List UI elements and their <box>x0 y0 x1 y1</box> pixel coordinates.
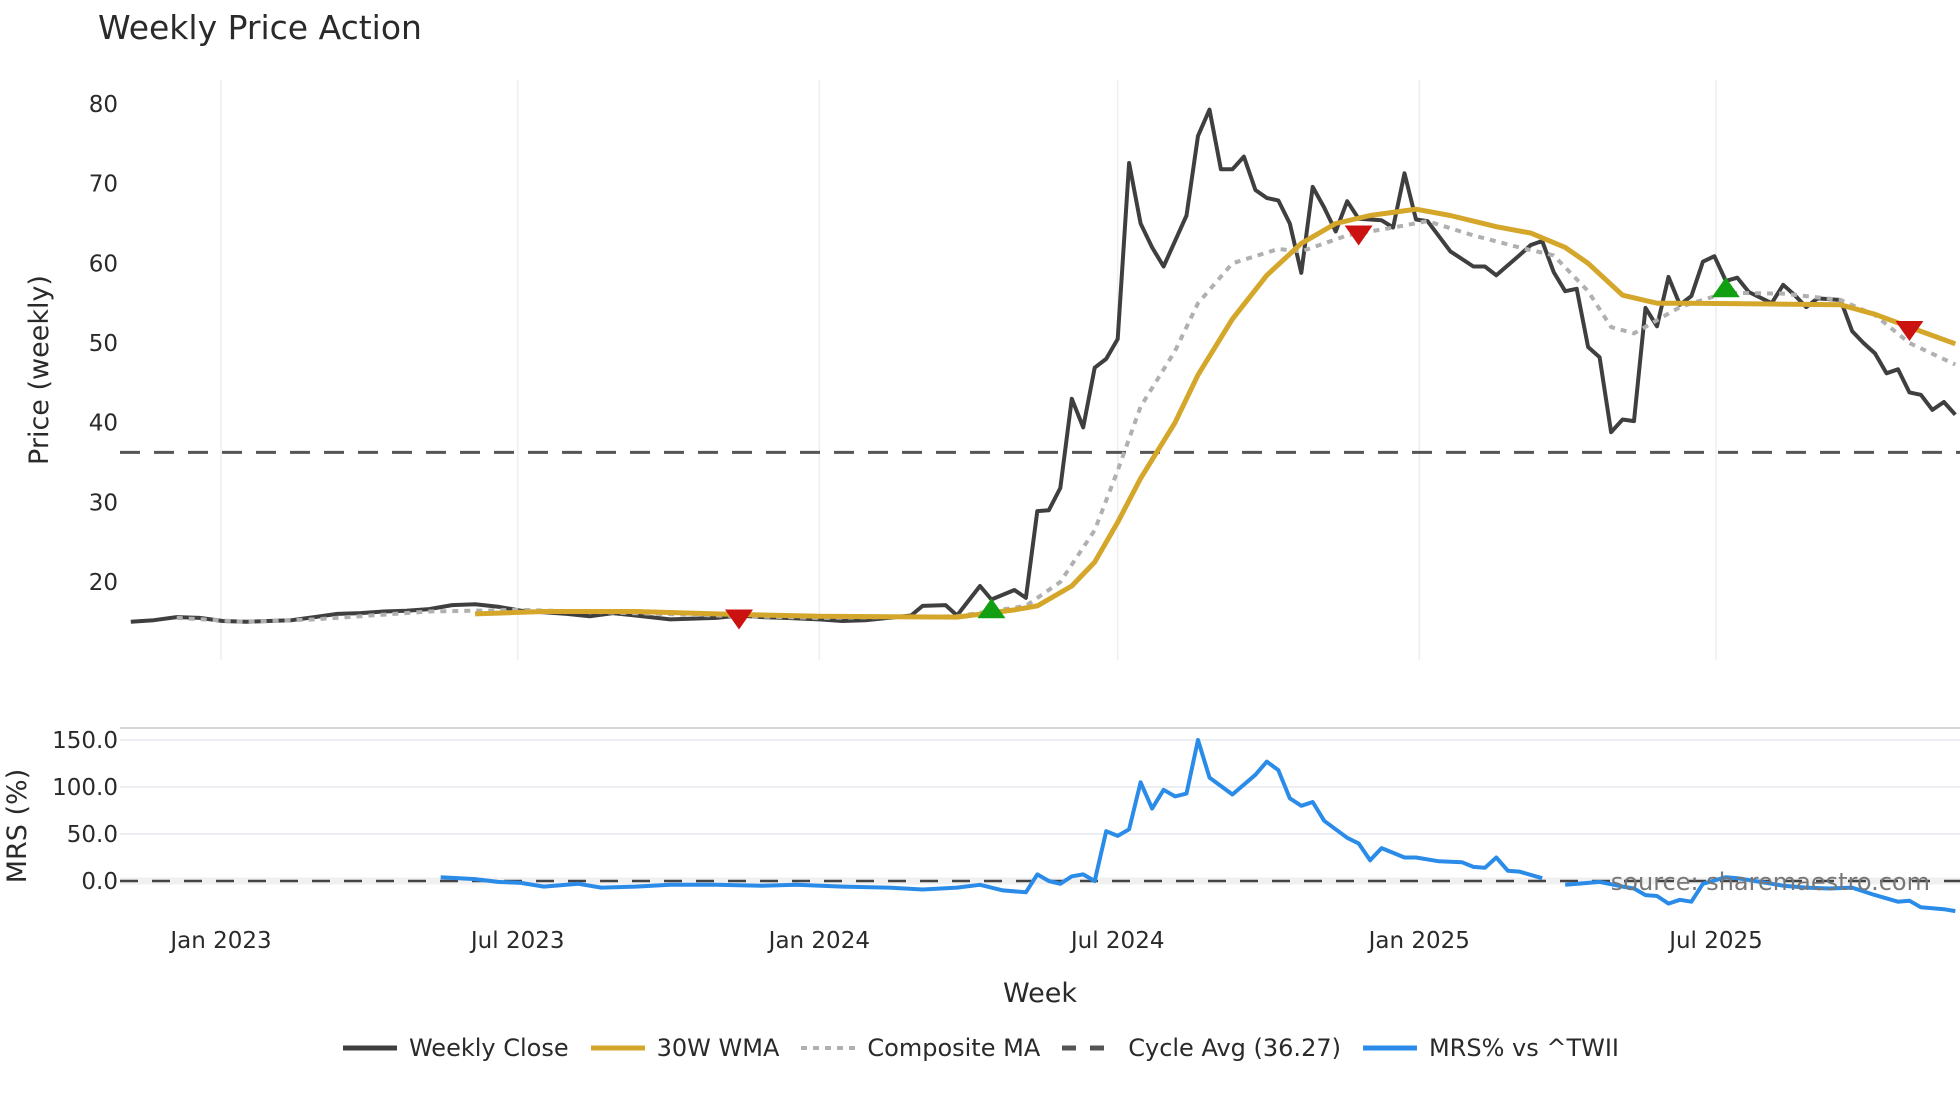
weekly-close-line <box>130 107 1957 624</box>
mrs-y-tick-label: 100.0 <box>52 775 118 801</box>
mrs-y-tick-label: 0.0 <box>81 869 118 895</box>
price-y-tick-label: 80 <box>89 92 118 118</box>
legend-swatch-icon <box>342 1045 397 1051</box>
mrs-y-tick-label: 150.0 <box>52 728 118 754</box>
legend-swatch-icon <box>1362 1045 1417 1051</box>
price-y-axis-label: Price (weekly) <box>24 275 55 465</box>
mrs-series-layer <box>120 738 1960 914</box>
price-y-tick-label: 40 <box>89 411 118 437</box>
legend-item-mrs[interactable]: MRS% vs ^TWII <box>1361 1034 1619 1062</box>
price-y-axis: 20 30 40 50 60 70 80 <box>89 92 118 596</box>
legend-swatch-icon <box>590 1045 645 1051</box>
legend-swatch-icon <box>801 1046 856 1050</box>
buy-signal-marker <box>1711 277 1740 298</box>
source-watermark: source: sharemaestro.com <box>1611 868 1930 896</box>
sell-signal-marker <box>1344 225 1373 246</box>
x-axis: Jan 2023 Jul 2023 Jan 2024 Jul 2024 Jan 2025… <box>168 928 1762 954</box>
x-tick-label: Jan 2025 <box>1367 928 1470 954</box>
mrs-y-axis: 0.0 50.0 100.0 150.0 <box>52 728 118 895</box>
mrs-line <box>440 738 1543 895</box>
buy-signal-marker <box>977 598 1006 619</box>
x-tick-label: Jan 2023 <box>168 928 271 954</box>
grid-lines <box>120 80 1960 885</box>
legend-label: MRS% vs ^TWII <box>1428 1034 1620 1062</box>
chart-title: Weekly Price Action <box>98 8 422 47</box>
price-y-tick-label: 50 <box>89 331 118 357</box>
mrs-line <box>1565 875 1956 914</box>
composite-ma-line <box>176 219 1957 624</box>
legend-label: 30W WMA <box>656 1034 780 1062</box>
price-y-tick-label: 60 <box>89 251 118 277</box>
legend-item-cycle-avg[interactable]: Cycle Avg (36.27) <box>1060 1034 1341 1062</box>
legend-item-composite-ma[interactable]: Composite MA <box>799 1034 1040 1062</box>
legend-label: Composite MA <box>867 1034 1041 1062</box>
price-y-tick-label: 70 <box>89 172 118 198</box>
legend-label: Weekly Close <box>408 1034 569 1062</box>
sell-signal-marker <box>1895 321 1924 342</box>
mrs-y-axis-label: MRS (%) <box>2 769 33 884</box>
price-y-tick-label: 30 <box>89 490 118 516</box>
wma-30w-line <box>475 206 1957 620</box>
legend-swatch-icon <box>1062 1045 1117 1051</box>
legend-item-weekly-close[interactable]: Weekly Close <box>341 1034 569 1062</box>
mrs-y-tick-label: 50.0 <box>67 822 118 848</box>
x-tick-label: Jan 2024 <box>767 928 870 954</box>
x-tick-label: Jul 2023 <box>469 928 565 954</box>
signal-markers <box>725 225 1924 630</box>
legend-item-wma[interactable]: 30W WMA <box>589 1034 780 1062</box>
x-axis-label: Week <box>1003 978 1077 1009</box>
x-tick-label: Jul 2024 <box>1069 928 1165 954</box>
x-tick-label: Jul 2025 <box>1667 928 1763 954</box>
price-y-tick-label: 20 <box>89 570 118 596</box>
legend-label: Cycle Avg (36.27) <box>1128 1034 1341 1062</box>
price-series-layer <box>120 107 1960 624</box>
chart-legend: Weekly Close 30W WMA Composite MA Cycle Avg… <box>0 1034 1960 1062</box>
sell-signal-marker <box>725 609 754 630</box>
